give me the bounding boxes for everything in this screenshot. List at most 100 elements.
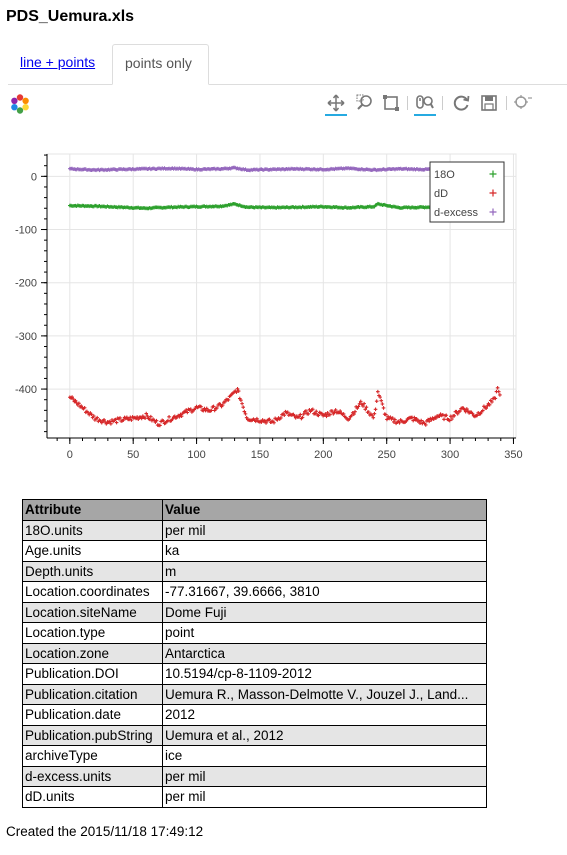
- data-point: [241, 405, 246, 410]
- attribute-table: Attribute Value 18O.units per mil Age.uni…: [22, 499, 487, 808]
- data-point: [242, 409, 247, 414]
- data-point: [444, 413, 449, 418]
- data-point: [325, 410, 330, 415]
- data-point: [450, 417, 454, 421]
- table-row: Publication.date 2012: [22, 704, 487, 726]
- value-cell: ice: [162, 745, 487, 767]
- data-point: [347, 417, 352, 421]
- data-point: [385, 417, 389, 422]
- data-point: [485, 403, 490, 408]
- data-point: [333, 408, 338, 412]
- data-point: [373, 407, 378, 412]
- box-zoom-icon[interactable]: [354, 92, 376, 114]
- data-point: [167, 415, 171, 419]
- data-point: [282, 413, 287, 417]
- data-point: [358, 399, 363, 404]
- value-cell: Uemura R., Masson-Delmotte V., Jouzel J.…: [162, 683, 487, 705]
- data-point: [129, 418, 134, 422]
- data-point: [463, 409, 468, 414]
- data-point: [338, 409, 342, 413]
- data-point: [121, 418, 126, 422]
- data-point: [79, 404, 84, 408]
- data-point: [466, 409, 470, 413]
- bokeh-logo-icon: [11, 94, 29, 114]
- data-point: [372, 411, 377, 416]
- data-point: [179, 414, 184, 419]
- hover-icon[interactable]: [512, 92, 534, 114]
- data-point: [306, 412, 311, 416]
- data-point: [366, 410, 371, 414]
- table-header-attribute: Attribute: [22, 499, 163, 521]
- data-point: [149, 414, 153, 419]
- data-point: [324, 414, 329, 419]
- data-point: [236, 389, 241, 393]
- data-point: [314, 409, 319, 414]
- data-point: [381, 406, 386, 410]
- data-point: [275, 418, 280, 422]
- tab-points-only[interactable]: points only: [112, 44, 209, 85]
- data-point: [172, 414, 177, 419]
- attribute-cell: Publication.date: [22, 704, 163, 726]
- data-point: [255, 416, 259, 421]
- x-tick-label: 150: [251, 449, 269, 461]
- value-cell: m: [162, 560, 487, 582]
- pan-icon[interactable]: [325, 92, 347, 116]
- data-point: [490, 400, 494, 404]
- data-point: [70, 395, 74, 399]
- data-point: [323, 412, 328, 416]
- attribute-cell: d-excess.units: [22, 765, 163, 787]
- value-cell: 2012: [162, 704, 487, 726]
- data-point: [264, 421, 268, 425]
- wheel-zoom-icon[interactable]: [414, 92, 436, 116]
- tab-points-only-label: points only: [125, 55, 192, 71]
- tab-line-points[interactable]: line + points: [8, 44, 111, 83]
- x-tick-label: 200: [314, 449, 332, 461]
- attribute-cell: Location.type: [22, 622, 163, 644]
- y-tick-label: -100: [15, 225, 37, 237]
- data-point: [95, 415, 99, 420]
- x-tick-label: 350: [504, 449, 522, 461]
- table-row: Location.type point: [22, 622, 487, 644]
- data-point: [109, 422, 113, 426]
- resize-icon[interactable]: [380, 92, 402, 114]
- attribute-cell: Location.coordinates: [22, 581, 163, 603]
- data-point: [300, 415, 305, 420]
- data-point: [371, 415, 376, 420]
- data-point: [455, 412, 460, 416]
- table-row: Publication.citation Uemura R., Masson-De…: [22, 683, 487, 705]
- data-point: [434, 416, 438, 420]
- reset-icon[interactable]: [450, 92, 472, 114]
- legend-label: 18O: [434, 169, 455, 181]
- scatter-plot[interactable]: 0 -100 -200 -300 -400 0 50 100 150 200 250 300 350 18…: [0, 130, 567, 470]
- data-point: [218, 402, 223, 407]
- data-point: [465, 407, 469, 411]
- data-point: [414, 417, 419, 421]
- data-point: [349, 413, 354, 418]
- data-point: [304, 409, 308, 413]
- save-icon[interactable]: [478, 92, 500, 114]
- data-point: [374, 399, 379, 404]
- tab-bar: line + points points only: [8, 44, 567, 85]
- data-point: [495, 385, 500, 390]
- data-point: [239, 398, 243, 402]
- data-point: [364, 405, 369, 409]
- data-point: [470, 411, 475, 416]
- value-cell: Uemura et al., 2012: [162, 724, 487, 746]
- attribute-cell: archiveType: [22, 745, 163, 767]
- x-tick-label: 50: [127, 449, 139, 461]
- data-point: [498, 393, 502, 397]
- data-point: [170, 417, 175, 421]
- attribute-cell: dD.units: [22, 786, 163, 808]
- data-point: [480, 408, 485, 413]
- tab-line-points-label[interactable]: line + points: [20, 54, 96, 70]
- attribute-cell: Location.siteName: [22, 601, 163, 623]
- data-point: [89, 412, 94, 417]
- legend-marker: [489, 170, 497, 178]
- data-point: [223, 400, 227, 404]
- data-point: [293, 416, 298, 420]
- data-point: [437, 414, 442, 419]
- data-point: [313, 411, 317, 416]
- data-point: [161, 419, 166, 423]
- data-point: [352, 412, 356, 416]
- data-point: [379, 398, 384, 403]
